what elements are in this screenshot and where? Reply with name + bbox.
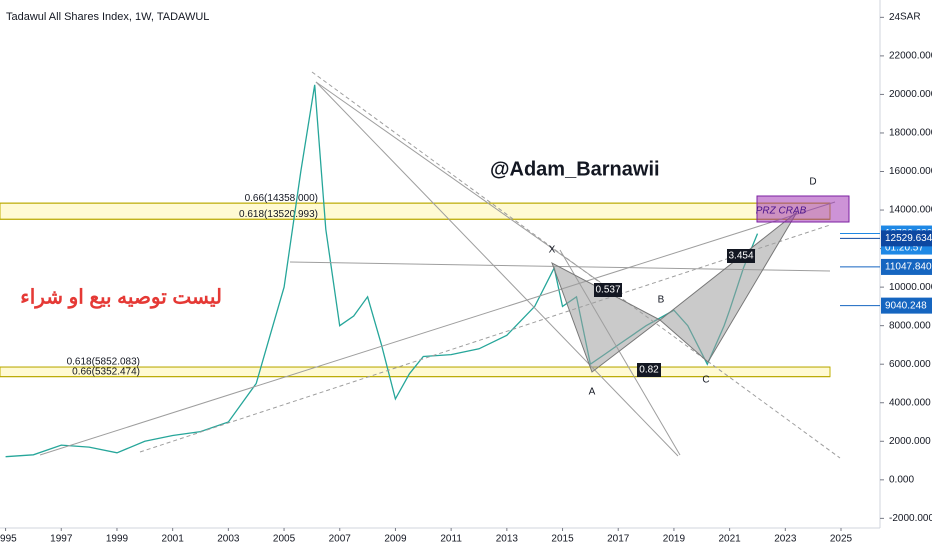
x-tick-label: 2015: [551, 534, 574, 545]
prz-label: PRZ CRAB: [756, 206, 807, 217]
x-tick-label: 2009: [384, 534, 407, 545]
ratio-box: [594, 283, 622, 297]
pattern-label: C: [702, 375, 709, 386]
fib-label: 0.618(13520.993): [239, 209, 318, 220]
fib-label: 0.66(5352.474): [72, 366, 140, 377]
x-tick-label: 1995: [0, 534, 17, 545]
x-tick-label: 2021: [718, 534, 741, 545]
x-tick-label: 1999: [106, 534, 129, 545]
y-tick-label: 6000.000: [889, 359, 931, 370]
ratio-label: 0.537: [595, 285, 620, 296]
ratio-label: 0.82: [639, 365, 659, 376]
price-tag: [881, 297, 932, 314]
y-tick-label: 22000.000: [889, 51, 932, 62]
pattern-label: D: [809, 177, 816, 188]
x-tick-label: 2003: [217, 534, 240, 545]
fib-label: 0.618(5852.083): [67, 357, 140, 368]
price-tag-label: 9040.248: [885, 300, 927, 311]
pattern-label: B: [658, 295, 665, 306]
watermark: @Adam_Barnawii: [490, 158, 660, 180]
trendline: [315, 81, 601, 283]
drawings: [39, 71, 850, 459]
y-tick-label: -2000.000: [889, 513, 932, 524]
y-tick-label: 2000.000: [889, 436, 931, 447]
pattern-triangle: [659, 211, 798, 363]
fib-zone: [0, 202, 831, 220]
x-tick-label: 2019: [663, 534, 686, 545]
y-tick-label: 4000.000: [889, 397, 931, 408]
x-tick-label: 1997: [50, 534, 73, 545]
fib-label: 0.66(14358.000): [245, 193, 318, 204]
price-tag-label: 11047.840: [885, 262, 932, 273]
ratio-box: [727, 249, 755, 263]
price-tag: [881, 258, 932, 275]
plot: 0.66(14358.000) 0.618(13520.993) 0.618(585…: [0, 84, 831, 458]
x-tick-label: 2017: [607, 534, 630, 545]
x-tick-label: 2023: [774, 534, 797, 545]
price-tag-label: 12529.634: [885, 233, 932, 244]
countdown: 01:20:57: [885, 243, 924, 254]
y-tick-label: 16000.000: [889, 166, 932, 177]
disclaimer: ليست توصيه بيع او شراء: [20, 286, 222, 309]
x-tick-label: 2011: [440, 534, 462, 545]
ratio-label: 3.454: [728, 251, 753, 262]
trendline: [139, 224, 831, 453]
y-tick-label: 8000.000: [889, 320, 931, 331]
x-tick-label: 2005: [273, 534, 296, 545]
pattern-label: X: [549, 245, 556, 256]
x-tick-label: 2001: [162, 534, 185, 545]
y-tick-label: 0.000: [889, 474, 914, 485]
trendline: [315, 81, 679, 457]
trendline: [39, 201, 836, 456]
pattern-label: A: [589, 387, 596, 398]
prz-box: [756, 195, 850, 223]
x-tick-label: 2013: [496, 534, 519, 545]
chart-title: Tadawul All Shares Index, 1W, TADAWUL: [6, 11, 209, 23]
x-tick-label: 2025: [830, 534, 853, 545]
y-tick-label: 20000.000: [889, 89, 932, 100]
y-tick-label: 18000.000: [889, 128, 932, 139]
price-line: [5, 84, 759, 458]
price-tag: [881, 230, 932, 247]
y-tick-label: 14000.000: [889, 205, 932, 216]
ratio-label: 1.618: [669, 226, 694, 237]
currency: SAR: [900, 12, 921, 23]
y-tick-label: 24: [889, 12, 901, 23]
ratio-box: [637, 363, 661, 377]
y-tick-label: 10000.000: [889, 282, 932, 293]
x-tick-label: 2007: [329, 534, 352, 545]
